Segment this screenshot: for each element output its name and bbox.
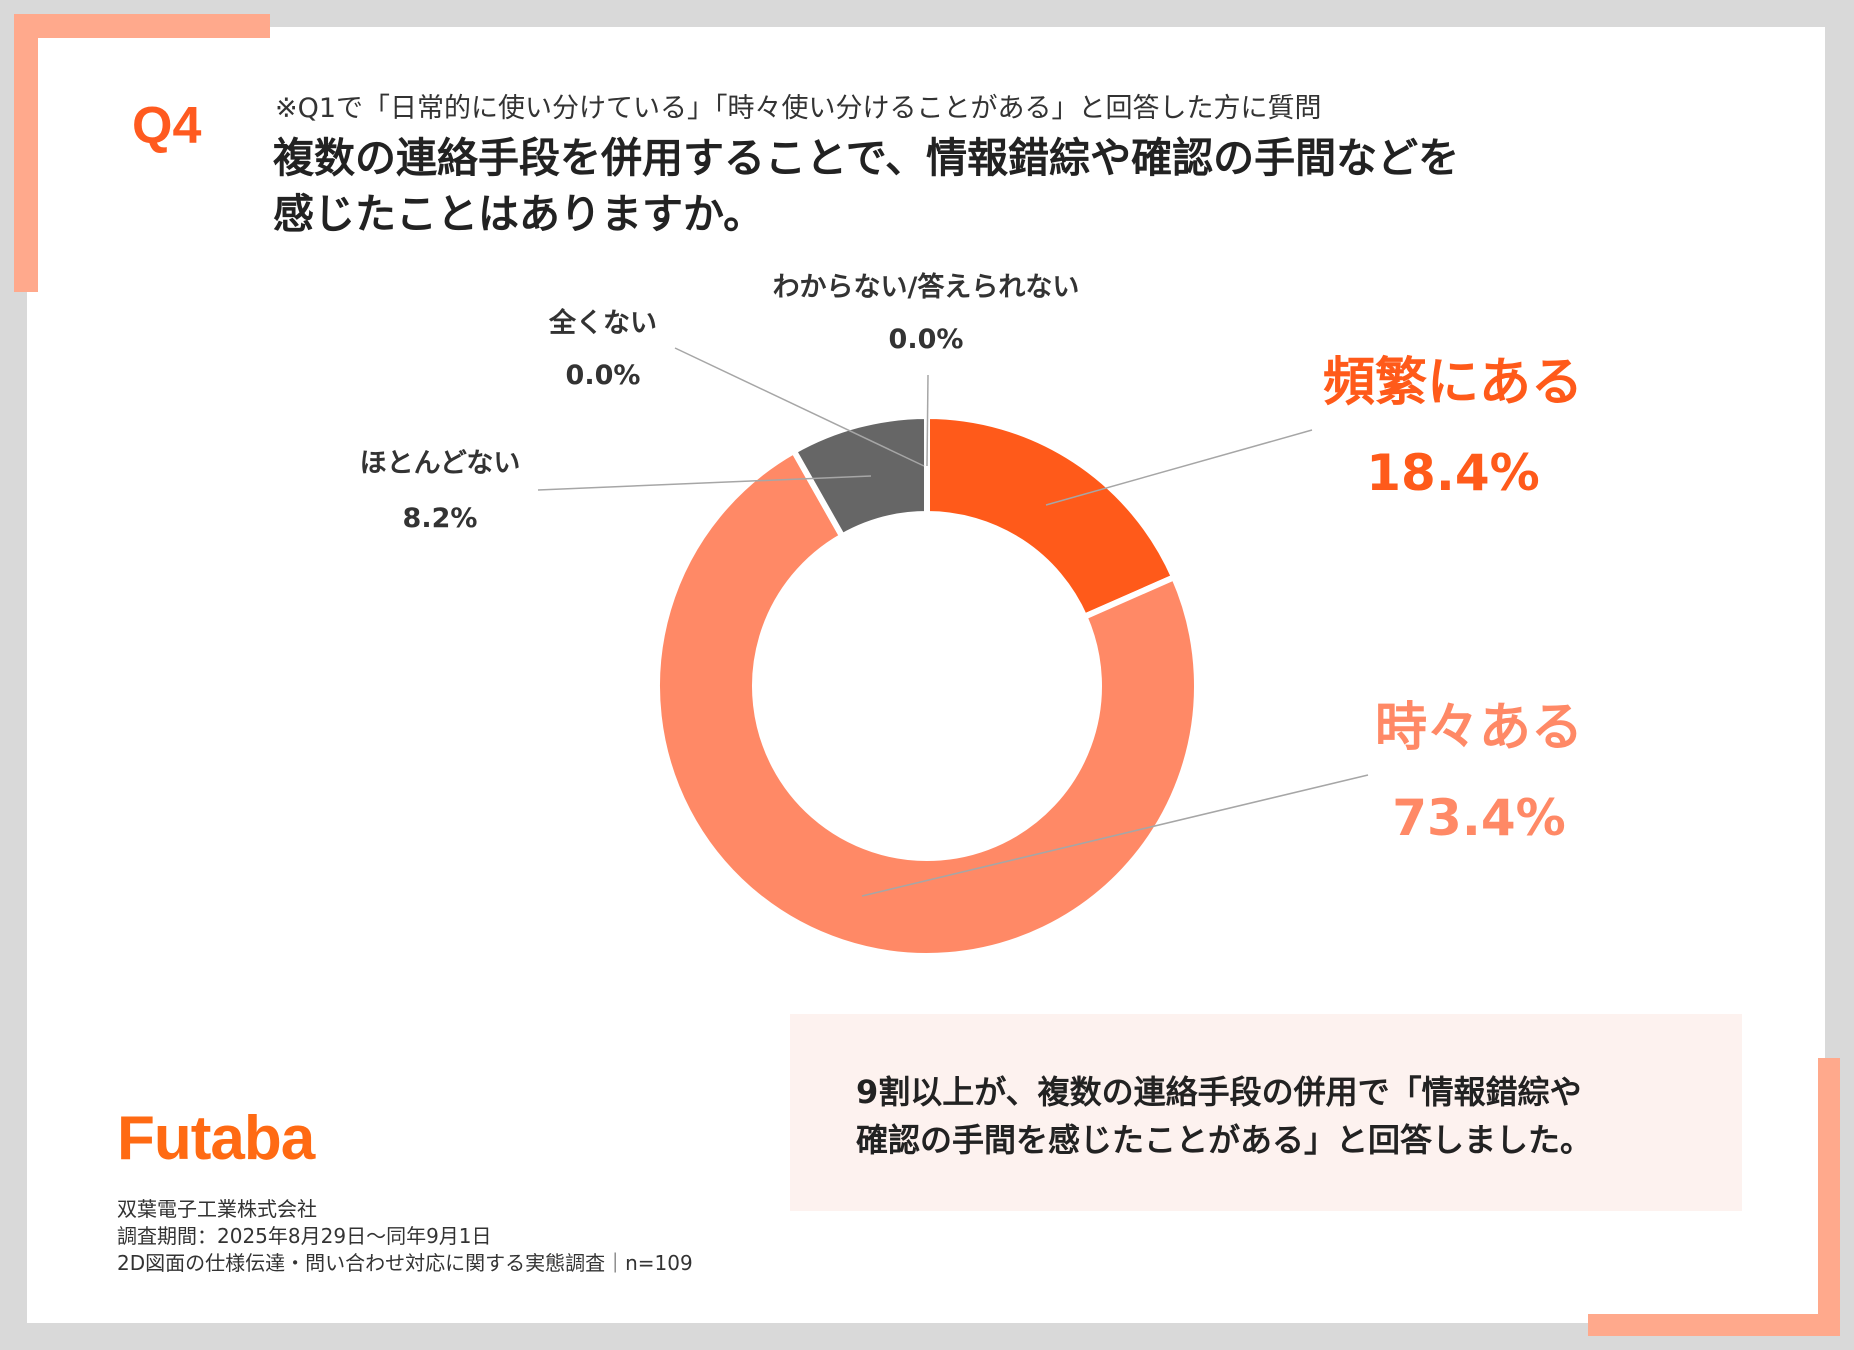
question-title-line1: 複数の連絡手段を併用することで、情報錯綜や確認の手間などを (273, 134, 1460, 182)
leader-line-0 (1045, 429, 1313, 506)
question-title-line2: 感じたことはありますか。 (273, 190, 765, 238)
slice-value-3: 0.0% (566, 360, 641, 391)
question-note: ※Q1で「日常的に使い分けている」「時々使い分けることがある」と回答した方に質問 (275, 93, 1322, 124)
leader-line-2 (537, 475, 872, 491)
slice-label-0: 頻繁にある (1323, 353, 1583, 413)
corner-bottom-right-vertical (1818, 1058, 1840, 1336)
slice-value-1: 73.4% (1392, 789, 1565, 847)
slice-value-0: 18.4% (1366, 444, 1539, 502)
summary-line1: 9割以上が、複数の連絡手段の併用で「情報錯綜や (856, 1073, 1582, 1111)
footer-company: 双葉電子工業株式会社 (117, 1197, 317, 1221)
slice-1 (654, 446, 1200, 959)
slice-label-3: 全くない (548, 307, 657, 339)
slice-label-2: ほとんどない (360, 448, 521, 479)
footer-survey: 2D図面の仕様伝達・問い合わせ対応に関する実態調査｜n=109 (117, 1251, 693, 1275)
footer: 双葉電子工業株式会社 調査期間：2025年8月29日～同年9月1日 2D図面の仕… (117, 1196, 693, 1277)
question-number: Q4 (132, 97, 202, 155)
slice-label-1: 時々ある (1375, 698, 1583, 758)
footer-period: 調査期間：2025年8月29日～同年9月1日 (117, 1224, 492, 1248)
corner-bottom-right-horizontal (1588, 1314, 1840, 1336)
corner-top-left-horizontal (14, 14, 270, 38)
slice-label-4: わからない/答えられない (773, 271, 1080, 303)
leader-line-1 (861, 774, 1369, 897)
corner-top-left-vertical (14, 14, 38, 292)
leader-line-4 (926, 374, 929, 467)
leader-line-3 (674, 347, 925, 467)
slice-0 (924, 412, 1179, 621)
summary-line2: 確認の手間を感じたことがある」と回答しました。 (856, 1121, 1593, 1159)
summary-text: 9割以上が、複数の連絡手段の併用で「情報錯綜や 確認の手間を感じたことがある」と… (856, 1068, 1716, 1164)
futaba-logo: Futaba (117, 1104, 315, 1173)
summary-box: 9割以上が、複数の連絡手段の併用で「情報錯綜や 確認の手間を感じたことがある」と… (790, 1014, 1742, 1211)
slice-value-4: 0.0% (889, 324, 964, 355)
question-title: 複数の連絡手段を併用することで、情報錯綜や確認の手間などを 感じたことはあります… (273, 130, 1673, 242)
slice-value-2: 8.2% (403, 503, 478, 534)
